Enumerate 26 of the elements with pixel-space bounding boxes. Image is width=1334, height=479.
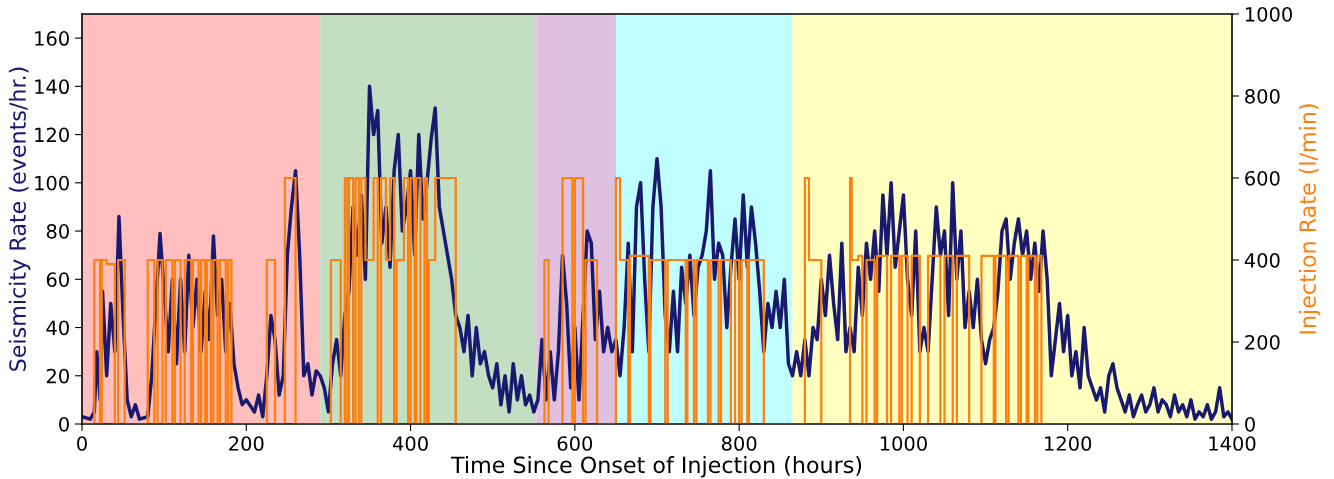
x-tick-label: 1400 bbox=[1209, 436, 1256, 451]
y-tick-label: 120 bbox=[35, 127, 69, 143]
y-tick-label: 80 bbox=[46, 224, 69, 239]
x-tick-label: 600 bbox=[557, 436, 593, 451]
y-tick-label: 100 bbox=[35, 175, 69, 191]
y2-tick-label: 400 bbox=[1244, 252, 1280, 268]
x-tick-label: 1200 bbox=[1045, 436, 1092, 451]
y-tick-label: 0 bbox=[59, 416, 69, 432]
x-tick-label: 800 bbox=[721, 436, 757, 451]
x-tick-label: 200 bbox=[229, 436, 264, 451]
y-tick-label: 140 bbox=[35, 79, 69, 95]
y2-tick-label: 600 bbox=[1245, 170, 1280, 186]
y2-tick-label: 200 bbox=[1245, 334, 1280, 350]
x-axis-title: Time Since Onset of Injection (hours) bbox=[450, 456, 862, 478]
x-tick-label: 1000 bbox=[880, 436, 927, 451]
y2-tick-label: 0 bbox=[1245, 416, 1255, 432]
y2-tick-label: 1000 bbox=[1245, 6, 1292, 22]
y2-axis-title: Injection Rate (l/min) bbox=[1298, 104, 1321, 334]
x-tick-label: 400 bbox=[392, 436, 428, 451]
y-tick-label: 40 bbox=[46, 320, 69, 336]
y-axis-title: Seismicity Rate (events/hr.) bbox=[8, 67, 31, 371]
x-tick-label: 0 bbox=[77, 436, 87, 451]
y-tick-label: 60 bbox=[46, 272, 69, 287]
y2-tick-label: 800 bbox=[1245, 88, 1280, 104]
y-tick-label: 20 bbox=[46, 368, 69, 384]
y-tick-label: 160 bbox=[35, 31, 69, 46]
